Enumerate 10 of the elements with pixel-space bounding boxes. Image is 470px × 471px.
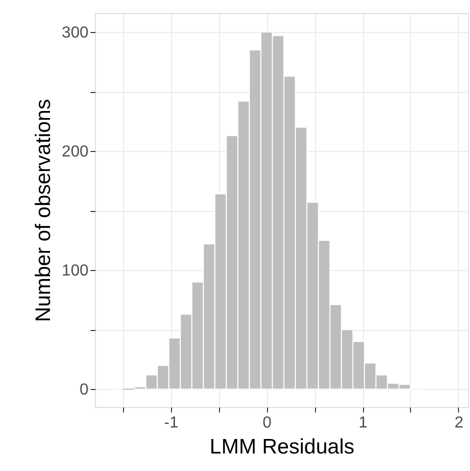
x-tick-label: 2: [454, 414, 464, 432]
y-tick-label: 200: [62, 144, 89, 161]
y-tick-label: 300: [62, 24, 89, 42]
x-axis-title: LMM Residuals: [210, 436, 354, 458]
y-axis-title: Number of observations: [32, 99, 55, 322]
x-tick-label: 0: [262, 414, 272, 432]
y-tick-label: 0: [80, 382, 89, 399]
x-tick-label: -1: [164, 414, 178, 432]
x-tick-label: 1: [358, 414, 368, 432]
y-tick-label: 100: [62, 262, 89, 280]
